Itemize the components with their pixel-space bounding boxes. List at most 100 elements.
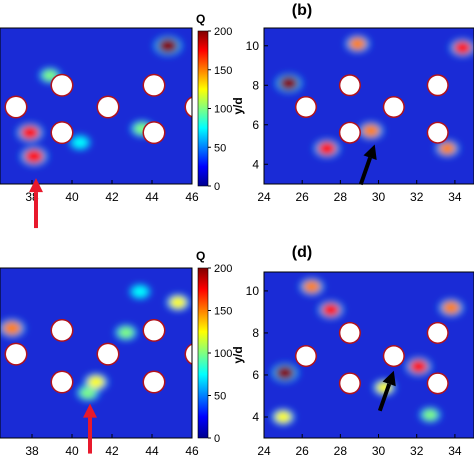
- colorbar-tick-label: 100: [214, 348, 232, 360]
- cylinder: [340, 323, 360, 343]
- vortex-layer: [274, 34, 474, 159]
- cylinder: [144, 122, 164, 143]
- vortex-core: [132, 286, 148, 298]
- vortex-layer: [15, 35, 183, 167]
- cylinder: [340, 75, 360, 95]
- plot-area: [0, 28, 192, 184]
- x-tick-label: 34: [448, 444, 462, 458]
- plot-area: [0, 268, 192, 438]
- colorbar-tick-label: 150: [214, 306, 232, 318]
- vortex-core: [362, 124, 380, 138]
- arrow-head: [83, 403, 97, 418]
- q-field-background: [0, 268, 192, 438]
- cylinder: [186, 97, 192, 117]
- cylinder: [428, 373, 448, 393]
- vortex-layer: [0, 283, 191, 402]
- vortex-core: [169, 296, 187, 309]
- cylinder: [98, 96, 118, 117]
- colorbar-tick-label: 100: [214, 104, 232, 116]
- colorbar-tick-label: 50: [214, 142, 226, 154]
- colorbar-tick-label: 200: [214, 26, 232, 38]
- colorbar-tick-label: 150: [214, 65, 232, 77]
- colorbar-title: Q: [196, 249, 205, 263]
- cylinder: [144, 372, 164, 393]
- x-tick-label: 40: [65, 444, 79, 458]
- vortex-core: [2, 321, 22, 336]
- vortex-core: [118, 326, 134, 339]
- vortex-core: [24, 149, 44, 164]
- vortex-core: [438, 142, 456, 155]
- vortex-core: [321, 303, 340, 317]
- x-tick-label: 38: [25, 444, 39, 458]
- vortex-core: [274, 410, 292, 424]
- cylinder: [384, 346, 404, 366]
- vortex-core: [158, 38, 178, 54]
- x-tick-label: 26: [296, 444, 310, 458]
- cylinder: [296, 97, 316, 117]
- vortex-core: [442, 301, 460, 315]
- y-tick-label: 4: [252, 157, 259, 171]
- x-tick-label: 46: [185, 444, 199, 458]
- x-tick-label: 32: [410, 190, 424, 204]
- annotation-arrow: [358, 144, 377, 186]
- cylinder: [340, 123, 360, 143]
- vortex-core: [317, 141, 337, 156]
- colorbar-tick-label: 50: [214, 391, 226, 403]
- cylinder: [384, 97, 404, 117]
- cylinder: [98, 344, 118, 365]
- colorbar: Q 200 150 100 50 0: [196, 12, 232, 193]
- y-tick-label: 10: [246, 39, 260, 53]
- colorbar-ramp: [197, 30, 209, 187]
- arrow-shaft: [358, 157, 372, 186]
- x-tick-label: 30: [372, 190, 386, 204]
- cylinder: [428, 75, 448, 95]
- vortex-core: [303, 280, 321, 294]
- vortex-core: [275, 365, 295, 380]
- cylinder: [52, 75, 72, 96]
- cylinder: [52, 122, 72, 143]
- y-tick-label: 8: [252, 78, 259, 92]
- annotation-arrow: [29, 178, 43, 229]
- cylinder: [144, 75, 164, 96]
- annotation-arrow: [83, 403, 97, 454]
- colorbar-ramp: [197, 267, 209, 439]
- vortex-core: [422, 409, 438, 421]
- vortex-core: [20, 125, 40, 140]
- y-axis-label: y/d: [231, 97, 245, 114]
- panel-b: 24 26 28 30 32 34 4 6 8 10 y/d (b): [231, 2, 474, 204]
- cylinder: [52, 372, 72, 393]
- plot-area: [264, 28, 474, 184]
- arrow-shaft: [377, 383, 392, 412]
- panel-label: (d): [292, 244, 312, 261]
- plot-frame: [263, 271, 474, 439]
- x-tick-label: 40: [65, 190, 79, 204]
- x-tick-label: 42: [105, 444, 119, 458]
- y-tick-label: 10: [246, 284, 260, 298]
- x-tick-label: 44: [145, 190, 159, 204]
- x-tick-label: 28: [334, 190, 348, 204]
- plot-frame: [263, 27, 474, 185]
- arrow-head: [29, 178, 43, 193]
- panel-c: 38 40 42 44 46 Q 200 150 100 50 0: [0, 249, 232, 458]
- vortex-core: [453, 41, 472, 55]
- cylinder: [6, 96, 26, 117]
- cylinder: [428, 123, 448, 143]
- x-tick-label: 30: [372, 444, 386, 458]
- x-tick-label: 32: [410, 444, 424, 458]
- arrow-head: [382, 370, 396, 387]
- cylinder: [144, 320, 164, 341]
- cylinder: [296, 346, 316, 366]
- cylinder: [186, 344, 192, 364]
- y-tick-label: 4: [252, 410, 259, 424]
- colorbar-tick-label: 0: [214, 433, 220, 445]
- colorbar-tick-label: 0: [214, 181, 220, 193]
- plot-area: [264, 272, 474, 438]
- plot-frame: [0, 267, 193, 439]
- panel-label: (b): [292, 2, 312, 19]
- cylinder: [340, 373, 360, 393]
- cylinder: [52, 320, 72, 341]
- x-tick-label: 24: [257, 444, 271, 458]
- colorbar: Q 200 150 100 50 0: [196, 249, 232, 445]
